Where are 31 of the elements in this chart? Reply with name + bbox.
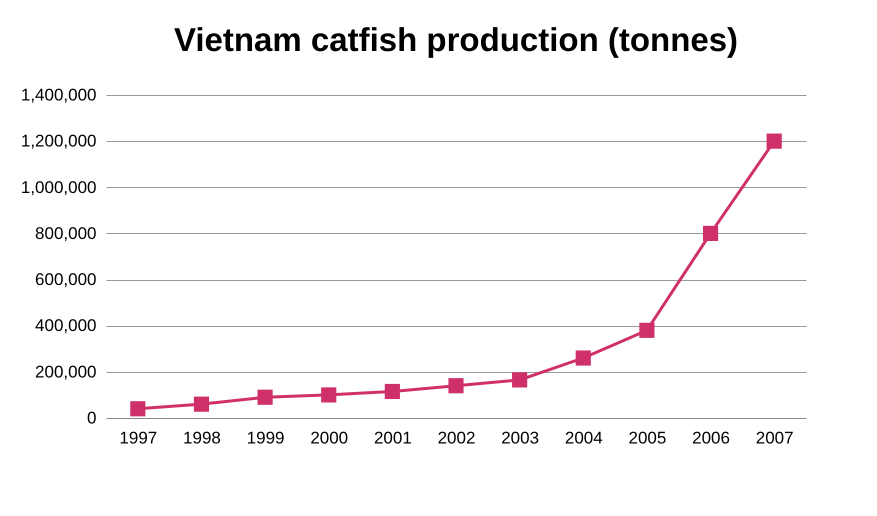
point [702, 226, 718, 242]
x-tick-label: 2003 [501, 428, 540, 448]
point [766, 134, 782, 149]
y-tick-label: 400,000 [35, 316, 96, 336]
point [321, 387, 336, 403]
y-tick-label: 600,000 [35, 270, 96, 290]
x-tick-label: 1998 [183, 428, 221, 448]
x-tick-label: 2002 [438, 428, 476, 448]
x-tick-label: 2005 [628, 428, 666, 448]
y-tick-label: 200,000 [35, 362, 96, 382]
y-tick-label: 1,400,000 [20, 86, 96, 104]
x-tick-label: 1999 [246, 428, 285, 448]
point [448, 378, 464, 394]
point [258, 390, 273, 405]
x-tick-label: 2000 [310, 428, 348, 448]
point [384, 384, 400, 400]
point [512, 372, 528, 388]
x-tick-label: 2004 [564, 428, 603, 448]
point [130, 401, 146, 416]
x-tick-label: 1997 [119, 428, 158, 448]
y-tick-label: 1,000,000 [20, 178, 96, 197]
x-tick-label: 2007 [756, 428, 794, 448]
point [194, 396, 210, 412]
y-tick-label: 800,000 [35, 224, 96, 243]
point [639, 322, 654, 338]
chart-title: Vietnam catfish production (tonnes) [174, 21, 738, 58]
x-tick-label: 2001 [374, 428, 412, 448]
point [576, 350, 591, 366]
y-tick-label: 1,200,000 [20, 132, 96, 151]
x-tick-label: 2006 [692, 428, 730, 448]
y-tick-label: 0 [87, 408, 96, 428]
